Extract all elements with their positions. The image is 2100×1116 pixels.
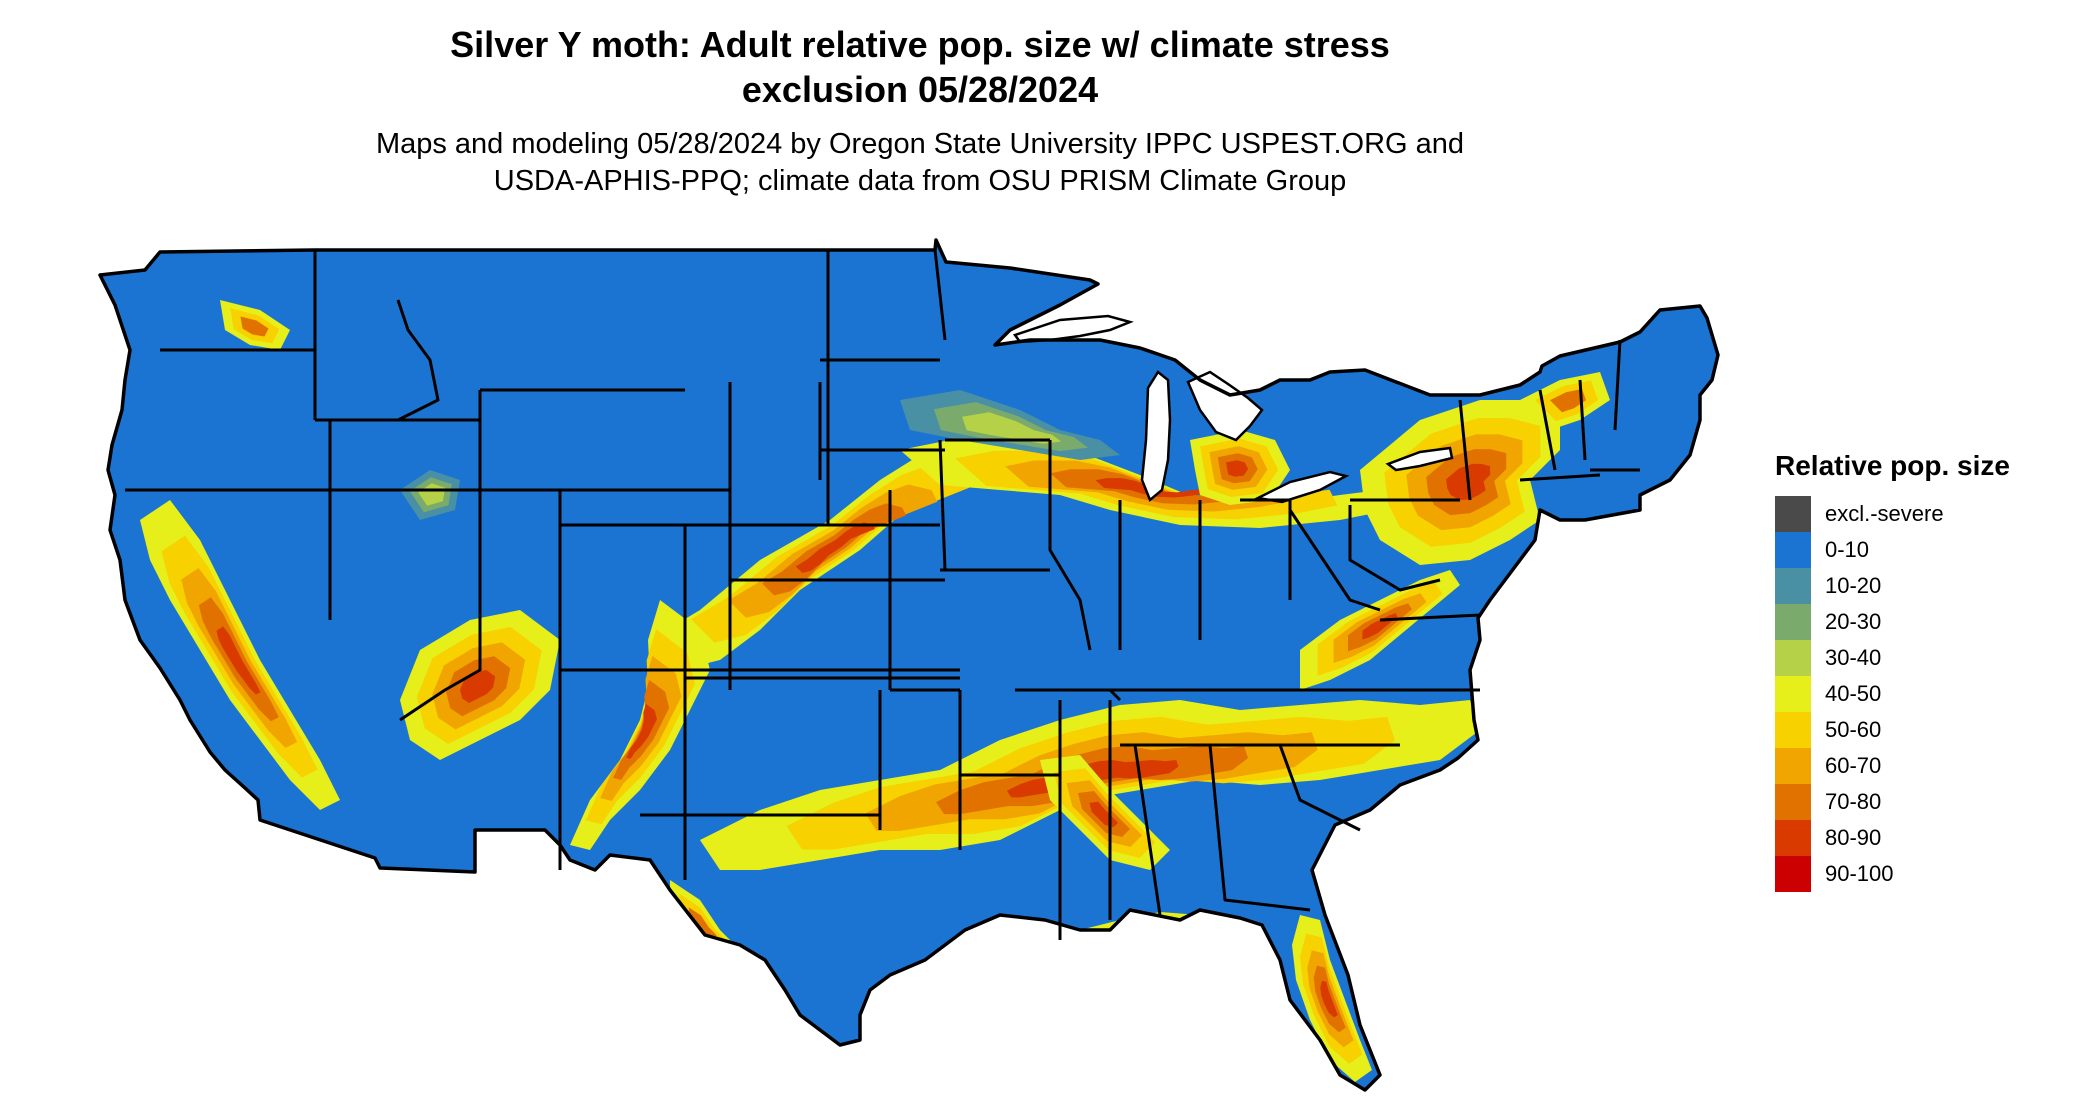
lake xyxy=(1186,370,1264,442)
state-border xyxy=(1458,399,1472,501)
legend-swatch xyxy=(1775,712,1811,748)
risk-band xyxy=(795,522,875,573)
state-border xyxy=(1288,509,1381,612)
legend-item: 40-50 xyxy=(1775,676,2010,712)
state-border xyxy=(938,439,947,571)
risk-band xyxy=(460,670,496,704)
risk-band xyxy=(935,932,1150,1010)
legend-item: 50-60 xyxy=(1775,712,2010,748)
legend-swatch xyxy=(1775,568,1811,604)
state-border xyxy=(1578,379,1587,461)
state-borders xyxy=(125,249,1640,940)
us-landmass xyxy=(100,240,1718,1090)
legend: Relative pop. size excl.-severe 0-10 10-… xyxy=(1775,450,2010,892)
legend-label: 50-60 xyxy=(1825,717,1882,742)
risk-band xyxy=(240,316,269,337)
state-border xyxy=(1348,505,1441,592)
state-border xyxy=(933,249,947,341)
legend-swatch xyxy=(1775,820,1811,856)
state-border xyxy=(1519,473,1601,482)
legend-item: 60-70 xyxy=(1775,748,2010,784)
legend-swatch xyxy=(1775,856,1811,892)
lake xyxy=(1140,370,1172,503)
legend-item: 80-90 xyxy=(1775,820,2010,856)
legend-swatch xyxy=(1775,532,1811,568)
map-subtitle-line1: Maps and modeling 05/28/2024 by Oregon S… xyxy=(375,128,1465,160)
risk-band xyxy=(613,679,670,780)
risk-band xyxy=(216,626,261,695)
state-border xyxy=(1048,440,1092,651)
us-outline xyxy=(98,238,1720,1092)
legend-label: 10-20 xyxy=(1825,573,1882,598)
state-border xyxy=(1240,498,1292,600)
legend-item: excl.-severe xyxy=(1775,496,2010,532)
risk-band xyxy=(626,703,657,759)
state-border xyxy=(1538,389,1557,471)
legend-label: 80-90 xyxy=(1825,825,1882,850)
state-border xyxy=(399,490,482,722)
great-lakes xyxy=(1012,314,1454,504)
legend-label: 40-50 xyxy=(1825,681,1882,706)
risk-band xyxy=(1320,980,1338,1018)
legend-swatch xyxy=(1775,676,1811,712)
lake xyxy=(1385,446,1454,472)
legend-label: 60-70 xyxy=(1825,753,1882,778)
map-subtitle: Maps and modeling 05/28/2024 by Oregon S… xyxy=(0,126,1840,200)
legend-item: 0-10 xyxy=(1775,532,2010,568)
legend-swatch xyxy=(1775,748,1811,784)
state-border xyxy=(1613,339,1622,431)
legend-item: 90-100 xyxy=(1775,856,2010,892)
state-border xyxy=(1133,744,1162,916)
risk-band xyxy=(967,940,1116,995)
legend-label: 0-10 xyxy=(1825,537,1870,562)
legend-swatch xyxy=(1775,640,1811,676)
map-title: Silver Y moth: Adult relative pop. size … xyxy=(0,22,1840,112)
legend-label: 20-30 xyxy=(1825,609,1882,634)
legend-swatch xyxy=(1775,604,1811,640)
map-subtitle-line2: USDA-APHIS-PPQ; climate data from OSU PR… xyxy=(493,165,1347,197)
legend-label: excl.-severe xyxy=(1825,501,1944,526)
legend-label: 30-40 xyxy=(1825,645,1882,670)
risk-band xyxy=(962,412,1062,444)
us-map xyxy=(98,238,1720,1092)
legend-label: 90-100 xyxy=(1825,861,1894,886)
state-border xyxy=(1379,613,1481,622)
map-title-line1: Silver Y moth: Adult relative pop. size … xyxy=(450,24,1390,65)
legend-label: 70-80 xyxy=(1825,789,1882,814)
legend-swatch xyxy=(1775,496,1811,532)
legend-title: Relative pop. size xyxy=(1775,450,2010,481)
state-border xyxy=(1278,744,1361,832)
legend-item: 20-30 xyxy=(1775,604,2010,640)
risk-band xyxy=(1550,389,1586,413)
risk-band xyxy=(999,949,1082,979)
risk-band xyxy=(1226,460,1249,477)
legend-item: 70-80 xyxy=(1775,784,2010,820)
legend-item: 10-20 xyxy=(1775,568,2010,604)
legend-items: excl.-severe 0-10 10-20 20-30 30-40 40-5… xyxy=(1775,496,2010,892)
map-title-line2: exclusion 05/28/2024 xyxy=(741,69,1099,110)
legend-item: 30-40 xyxy=(1775,640,2010,676)
lake xyxy=(1254,470,1350,504)
legend-swatch xyxy=(1775,784,1811,820)
state-border xyxy=(1208,744,1311,912)
